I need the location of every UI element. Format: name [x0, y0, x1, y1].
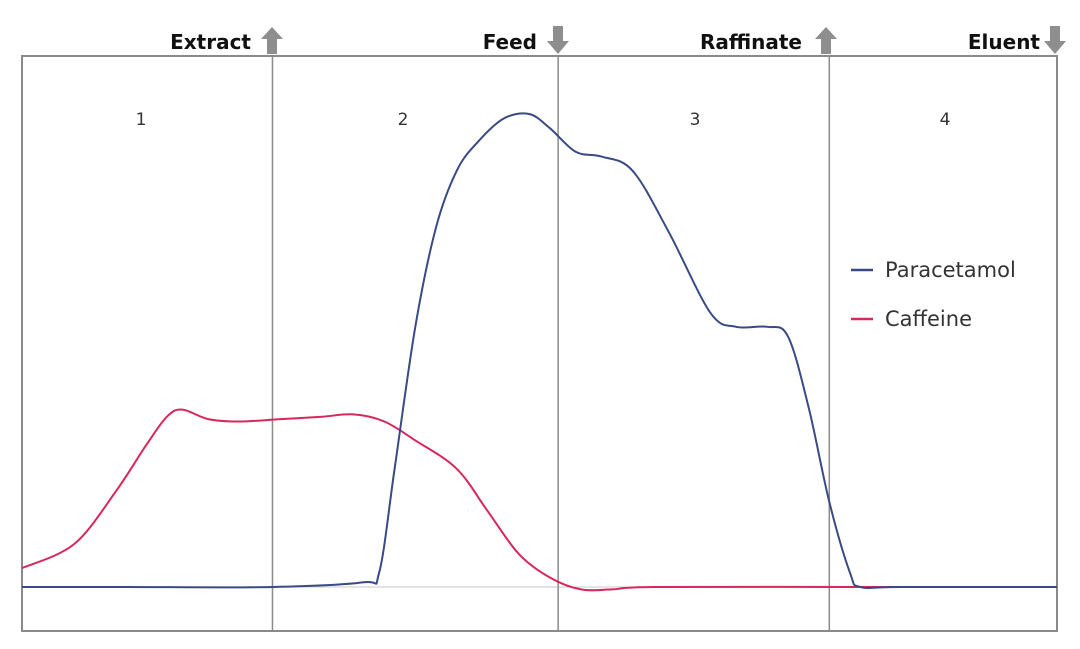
series-line-paracetamol	[22, 112, 1057, 590]
eluent-down-arrow-icon	[1044, 26, 1066, 54]
port-label-extract: Extract	[170, 30, 251, 54]
zone-label-3: 3	[690, 110, 701, 130]
zone-label-2: 2	[398, 110, 409, 130]
series-line-caffeine	[21, 408, 1057, 592]
port-label-feed: Feed	[483, 30, 537, 54]
plot-frame	[21, 55, 1058, 632]
port-label-eluent: Eluent	[968, 30, 1041, 54]
legend-label-caffeine: Caffeine	[885, 307, 972, 331]
zone-label-1: 1	[136, 110, 147, 130]
raffinate-up-arrow-icon	[815, 27, 837, 54]
zone-label-4: 4	[940, 110, 951, 130]
extract-up-arrow-icon	[261, 27, 283, 54]
legend-label-paracetamol: Paracetamol	[885, 258, 1016, 282]
port-label-raffinate: Raffinate	[700, 30, 802, 54]
feed-down-arrow-icon	[547, 26, 569, 54]
